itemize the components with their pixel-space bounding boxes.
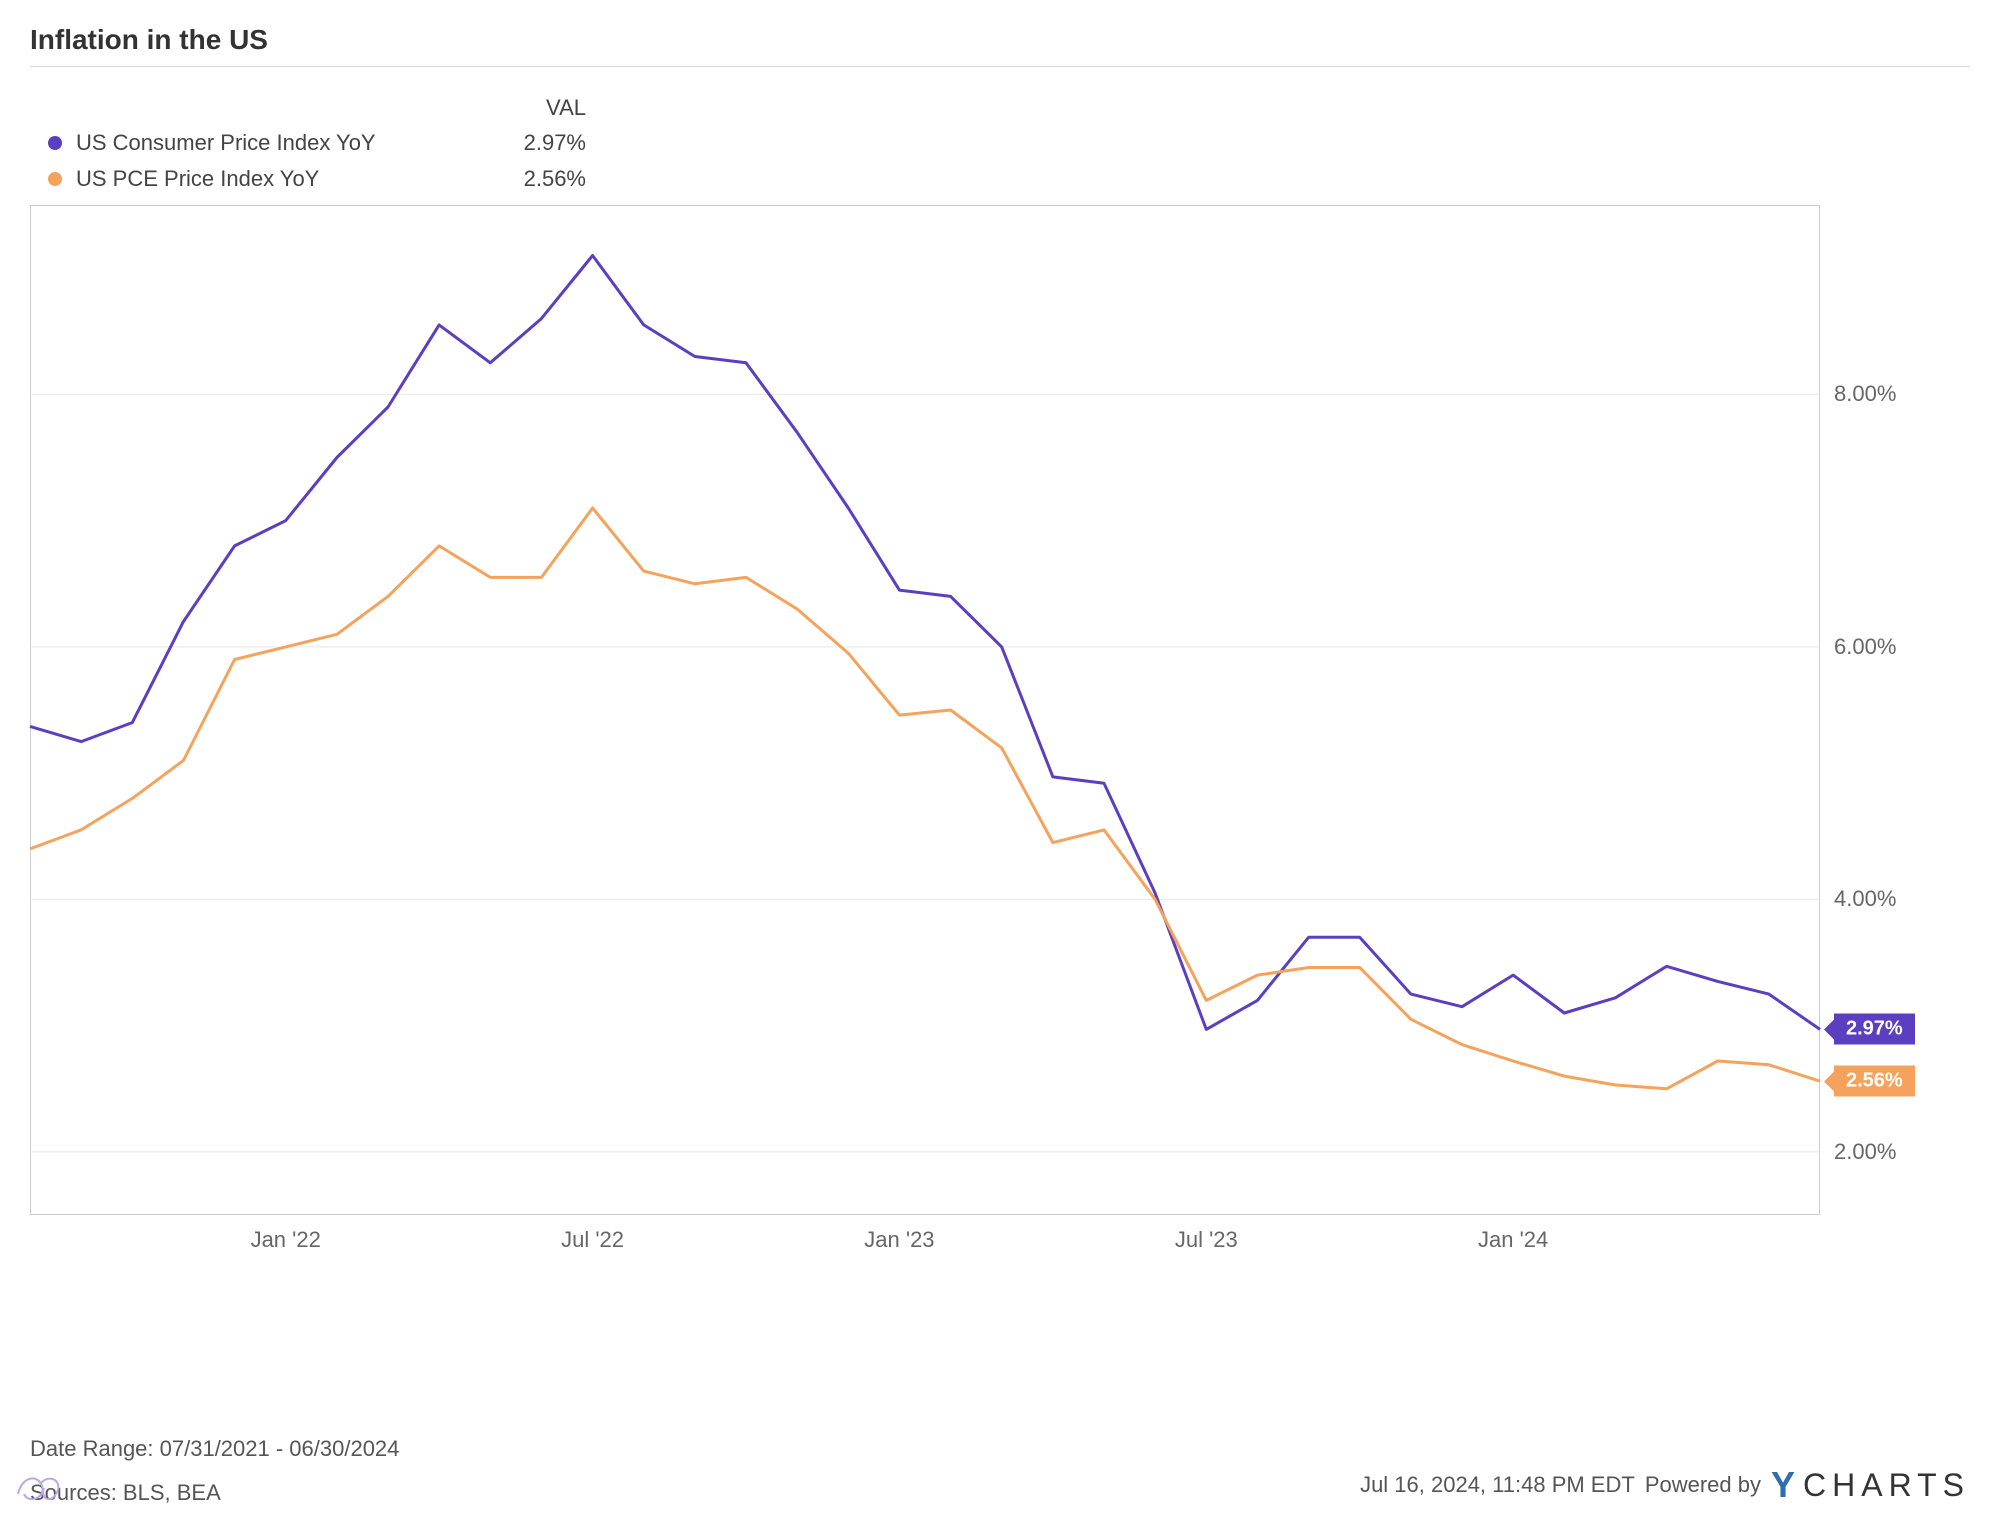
footer-right: Jul 16, 2024, 11:48 PM EDT Powered by YC…	[1360, 1464, 1970, 1506]
ycharts-logo: YCHARTS	[1771, 1464, 1970, 1506]
legend-value-header: VAL	[486, 95, 586, 121]
legend-value-pce: 2.56%	[486, 166, 586, 192]
legend-dot-pce	[48, 172, 62, 186]
legend-value-cpi: 2.97%	[486, 130, 586, 156]
title-divider	[30, 66, 1970, 67]
y-axis-tick-label: 2.00%	[1834, 1139, 1896, 1165]
footer: Date Range: 07/31/2021 - 06/30/2024 Sour…	[30, 1436, 1970, 1506]
end-flag-cpi: 2.97%	[1834, 1014, 1915, 1045]
chart-title: Inflation in the US	[30, 24, 1970, 66]
y-axis-tick-label: 8.00%	[1834, 381, 1896, 407]
footer-left: Date Range: 07/31/2021 - 06/30/2024 Sour…	[30, 1436, 399, 1506]
legend: VAL US Consumer Price Index YoY 2.97% US…	[48, 95, 1970, 193]
end-flag-pce: 2.56%	[1834, 1066, 1915, 1097]
y-axis-tick-label: 6.00%	[1834, 634, 1896, 660]
ycharts-logo-y-icon: Y	[1771, 1464, 1801, 1506]
chart-svg	[30, 205, 1820, 1215]
legend-label-pce: US PCE Price Index YoY	[76, 166, 486, 192]
legend-header: VAL	[48, 95, 1970, 121]
chart-area: 2.00% 4.00% 6.00% 8.00% Jan '22 Jul '22 Jan '2…	[30, 205, 1970, 1265]
x-axis-tick-label: Jan '24	[1478, 1227, 1548, 1253]
x-axis-tick-label: Jan '23	[864, 1227, 934, 1253]
legend-row-cpi: US Consumer Price Index YoY 2.97%	[48, 129, 1970, 157]
powered-by-text: Powered by	[1645, 1472, 1761, 1498]
date-range-text: Date Range: 07/31/2021 - 06/30/2024	[30, 1436, 399, 1462]
x-axis-tick-label: Jul '22	[561, 1227, 624, 1253]
legend-row-pce: US PCE Price Index YoY 2.56%	[48, 165, 1970, 193]
sources-text: Sources: BLS, BEA	[30, 1480, 399, 1506]
legend-label-cpi: US Consumer Price Index YoY	[76, 130, 486, 156]
y-axis-tick-label: 4.00%	[1834, 886, 1896, 912]
ycharts-logo-text: CHARTS	[1803, 1467, 1970, 1504]
x-axis-tick-label: Jul '23	[1175, 1227, 1238, 1253]
timestamp-text: Jul 16, 2024, 11:48 PM EDT	[1360, 1472, 1635, 1498]
watermark-scribble-icon	[10, 1464, 70, 1514]
x-axis-tick-label: Jan '22	[251, 1227, 321, 1253]
legend-dot-cpi	[48, 136, 62, 150]
